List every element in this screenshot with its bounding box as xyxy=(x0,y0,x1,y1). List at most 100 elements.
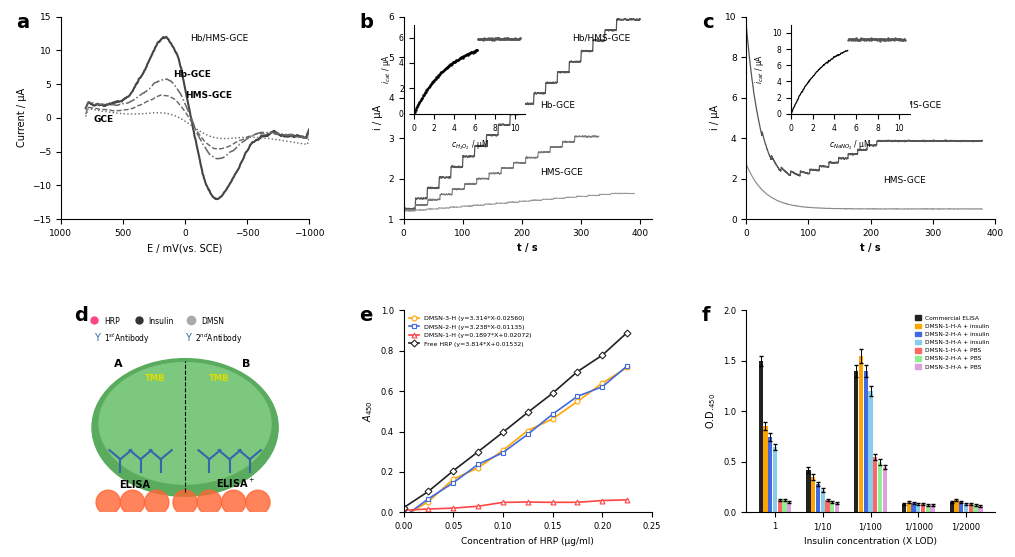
Text: Hb/HMS-GCE: Hb/HMS-GCE xyxy=(883,101,941,110)
Text: 2$^{nd}$Antibody: 2$^{nd}$Antibody xyxy=(195,331,243,346)
DMSN-1-H (y=0.1897*X+0.02072) xyxy=(422,506,434,512)
Circle shape xyxy=(144,490,168,515)
Text: Hb-GCE: Hb-GCE xyxy=(173,70,210,80)
Line: DMSN-3-H (y=3.314*X-0.02560): DMSN-3-H (y=3.314*X-0.02560) xyxy=(401,365,629,519)
Legend: Commercial ELISA, DMSN-1-H-A + insulin, DMSN-2-H-A + insulin, DMSN-3-H-A + insul: Commercial ELISA, DMSN-1-H-A + insulin, … xyxy=(912,313,992,372)
Text: Y: Y xyxy=(185,334,191,344)
Text: Hb/HMS-GCE: Hb/HMS-GCE xyxy=(572,34,630,43)
Bar xyxy=(859,355,863,512)
Bar xyxy=(783,500,787,512)
DMSN-3-H (y=3.314*X-0.02560) xyxy=(472,465,484,471)
Bar xyxy=(921,504,926,512)
Text: b: b xyxy=(359,13,373,32)
DMSN-2-H (y=3.238*X-0.01135) xyxy=(596,383,608,390)
Bar xyxy=(901,504,906,512)
Free HRP (y=3.814*X+0.01532) xyxy=(448,467,460,474)
Bar xyxy=(854,371,859,512)
Free HRP (y=3.814*X+0.01532) xyxy=(522,409,534,416)
DMSN-2-H (y=3.238*X-0.01135) xyxy=(472,461,484,468)
Free HRP (y=3.814*X+0.01532) xyxy=(546,390,558,397)
Y-axis label: $A_{450}$: $A_{450}$ xyxy=(361,400,376,422)
Text: Insulin: Insulin xyxy=(148,317,174,326)
DMSN-1-H (y=0.1897*X+0.02072) xyxy=(546,499,558,506)
DMSN-1-H (y=0.1897*X+0.02072) xyxy=(571,499,584,506)
Text: f: f xyxy=(701,306,710,325)
DMSN-1-H (y=0.1897*X+0.02072) xyxy=(522,499,534,505)
Ellipse shape xyxy=(99,363,271,484)
Bar xyxy=(816,484,820,512)
Bar xyxy=(954,500,958,512)
Text: TMB: TMB xyxy=(144,374,165,383)
X-axis label: t / s: t / s xyxy=(860,243,881,253)
Bar xyxy=(878,462,882,512)
Text: Hb-GCE: Hb-GCE xyxy=(540,101,576,110)
Y-axis label: O.D.$_{450}$: O.D.$_{450}$ xyxy=(704,393,718,429)
Bar xyxy=(911,504,916,512)
DMSN-2-H (y=3.238*X-0.01135) xyxy=(546,411,558,418)
Bar xyxy=(768,437,772,512)
Bar xyxy=(917,504,921,512)
Text: e: e xyxy=(359,306,373,325)
Bar xyxy=(931,505,935,512)
Bar xyxy=(811,477,815,512)
Free HRP (y=3.814*X+0.01532) xyxy=(596,352,608,359)
DMSN-3-H (y=3.314*X-0.02560) xyxy=(398,514,410,520)
Text: A: A xyxy=(115,359,123,369)
DMSN-3-H (y=3.314*X-0.02560) xyxy=(448,476,460,482)
Circle shape xyxy=(221,490,246,515)
Legend: DMSN-3-H (y=3.314*X-0.02560), DMSN-2-H (y=3.238*X-0.01135), DMSN-1-H (y=0.1897*X: DMSN-3-H (y=3.314*X-0.02560), DMSN-2-H (… xyxy=(407,313,534,349)
Bar xyxy=(830,502,834,512)
Bar xyxy=(825,500,829,512)
Y-axis label: i / μA: i / μA xyxy=(709,105,720,130)
Text: c: c xyxy=(701,13,714,32)
Circle shape xyxy=(173,490,197,515)
Bar xyxy=(763,427,767,512)
Bar xyxy=(777,500,782,512)
X-axis label: t / s: t / s xyxy=(518,243,538,253)
DMSN-2-H (y=3.238*X-0.01135) xyxy=(422,495,434,502)
DMSN-3-H (y=3.314*X-0.02560) xyxy=(546,416,558,422)
Text: 1$^{st}$Antibody: 1$^{st}$Antibody xyxy=(105,331,150,346)
Text: HRP: HRP xyxy=(105,317,120,326)
X-axis label: E / mV(vs. SCE): E / mV(vs. SCE) xyxy=(147,243,222,253)
Line: Free HRP (y=3.814*X+0.01532): Free HRP (y=3.814*X+0.01532) xyxy=(401,330,629,510)
DMSN-3-H (y=3.314*X-0.02560) xyxy=(497,447,510,454)
Bar xyxy=(788,502,792,512)
Free HRP (y=3.814*X+0.01532) xyxy=(472,448,484,455)
X-axis label: Concentration of HRP (μg/ml): Concentration of HRP (μg/ml) xyxy=(462,537,594,546)
Text: HMS-GCE: HMS-GCE xyxy=(185,91,232,100)
Bar xyxy=(973,505,977,512)
Bar xyxy=(758,361,763,512)
DMSN-3-H (y=3.314*X-0.02560) xyxy=(621,364,633,371)
Free HRP (y=3.814*X+0.01532) xyxy=(422,488,434,495)
DMSN-1-H (y=0.1897*X+0.02072) xyxy=(621,496,633,503)
Y-axis label: i / μA: i / μA xyxy=(373,105,383,130)
Circle shape xyxy=(197,490,221,515)
Text: HMS-GCE: HMS-GCE xyxy=(540,168,583,177)
Text: GCE: GCE xyxy=(93,115,114,124)
Bar xyxy=(964,504,968,512)
Bar xyxy=(806,470,811,512)
DMSN-3-H (y=3.314*X-0.02560) xyxy=(596,380,608,387)
Bar xyxy=(950,502,954,512)
Ellipse shape xyxy=(92,359,278,496)
DMSN-1-H (y=0.1897*X+0.02072) xyxy=(398,507,410,514)
Bar xyxy=(926,505,930,512)
Bar xyxy=(978,506,983,512)
Bar xyxy=(820,490,825,512)
DMSN-3-H (y=3.314*X-0.02560) xyxy=(522,427,534,434)
DMSN-2-H (y=3.238*X-0.01135) xyxy=(571,393,584,400)
Circle shape xyxy=(246,490,270,515)
Bar xyxy=(968,504,973,512)
Y-axis label: Current / μA: Current / μA xyxy=(16,89,26,148)
DMSN-1-H (y=0.1897*X+0.02072) xyxy=(497,499,510,506)
Bar xyxy=(864,371,868,512)
Circle shape xyxy=(96,490,121,515)
DMSN-2-H (y=3.238*X-0.01135) xyxy=(522,431,534,438)
DMSN-2-H (y=3.238*X-0.01135) xyxy=(497,449,510,456)
Bar xyxy=(869,391,873,512)
Text: B: B xyxy=(242,359,250,369)
DMSN-2-H (y=3.238*X-0.01135) xyxy=(448,480,460,486)
Bar xyxy=(835,504,839,512)
Text: ELISA: ELISA xyxy=(119,480,150,490)
